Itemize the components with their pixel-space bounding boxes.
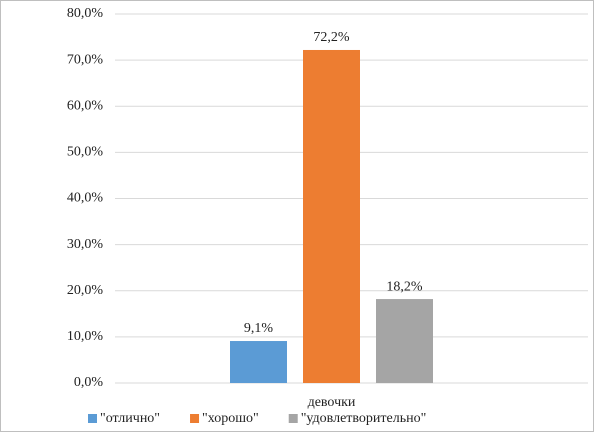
legend-swatch — [190, 414, 200, 423]
legend-label: "хорошо" — [202, 411, 259, 426]
bar — [230, 341, 287, 383]
legend-label: "отлично" — [100, 411, 160, 426]
legend-swatch — [288, 414, 298, 423]
legend-label: "удовлетворительно" — [301, 411, 427, 426]
y-tick-label: 50,0% — [67, 145, 104, 160]
x-tick-label: девочки — [308, 395, 356, 410]
y-tick-label: 10,0% — [67, 329, 104, 344]
y-tick-label: 30,0% — [67, 237, 104, 252]
value-label: 72,2% — [313, 30, 350, 45]
y-tick-label: 60,0% — [67, 98, 104, 113]
value-label: 18,2% — [386, 279, 423, 294]
y-tick-label: 20,0% — [67, 283, 104, 298]
legend-swatch — [88, 414, 97, 423]
y-tick-label: 80,0% — [67, 6, 104, 21]
bar — [303, 49, 360, 383]
bar — [376, 299, 433, 383]
y-tick-label: 70,0% — [67, 52, 104, 67]
y-tick-label: 0,0% — [74, 375, 104, 390]
y-tick-label: 40,0% — [67, 191, 104, 206]
value-label: 9,1% — [244, 321, 274, 336]
